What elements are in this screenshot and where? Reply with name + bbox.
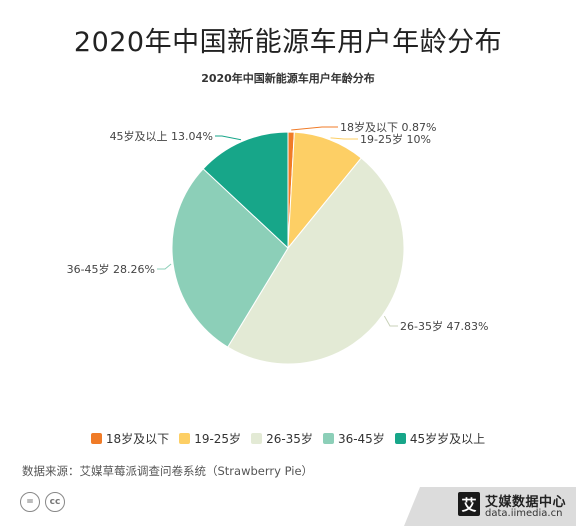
leader-line-2 [383,315,398,327]
chart-legend: 18岁及以下 19-25岁 26-35岁 36-45岁 45岁岁及以上 [0,430,576,447]
pie-slice-3[interactable] [171,168,289,348]
legend-label-0: 18岁及以下 [105,432,170,446]
legend-item-0[interactable]: 18岁及以下 [90,430,170,447]
license-icons: = cc [20,492,65,512]
legend-swatch-1 [179,433,191,444]
slice-label-2: 26-35岁 47.83% [400,319,488,333]
pie-slice-2[interactable] [227,157,405,365]
legend-label-3: 36-45岁 [337,432,385,446]
pie-slice-1[interactable] [287,131,362,250]
brand-logo-icon: 艾 [458,492,480,516]
legend-swatch-0 [90,433,102,444]
leader-line-1 [330,137,358,140]
legend-swatch-2 [251,433,263,444]
legend-item-2[interactable]: 26-35岁 [251,430,313,447]
slice-label-4: 45岁及以上 13.04% [110,129,213,143]
leader-line-0 [291,126,338,131]
pie-slice-4[interactable] [202,131,289,250]
pie-chart: 18岁及以下 0.87%19-25岁 10% 26-35岁 47.83% 36-45… [67,120,488,365]
legend-label-1: 19-25岁 [194,432,242,446]
data-source-note: 数据来源：艾媒草莓派调查问卷系统（Strawberry Pie） [22,464,314,478]
leader-line-4 [215,135,242,141]
cc-license-icon: cc [45,492,65,512]
legend-item-4[interactable]: 45岁岁及以上 [394,430,486,447]
legend-label-2: 26-35岁 [266,432,313,446]
brand-banner [404,487,576,526]
brand-name: 艾媒数据中心 [485,495,567,510]
legend-item-3[interactable]: 36-45岁 [322,430,385,447]
leader-line-3 [157,263,172,270]
equals-license-icon: = [20,492,40,512]
legend-label-4: 45岁岁及以上 [409,432,486,446]
legend-swatch-4 [394,433,406,444]
slice-label-3: 36-45岁 28.26% [67,262,155,276]
slice-label-1: 19-25岁 10% [360,132,431,146]
legend-swatch-3 [322,433,334,444]
legend-item-1[interactable]: 19-25岁 [179,430,241,447]
brand-url: data.iimedia.cn [485,508,563,519]
slice-label-0: 18岁及以下 0.87% [340,120,436,134]
page-title: 2020年中国新能源车用户年龄分布 [73,27,503,58]
chart-title: 2020年中国新能源车用户年龄分布 [201,72,375,85]
